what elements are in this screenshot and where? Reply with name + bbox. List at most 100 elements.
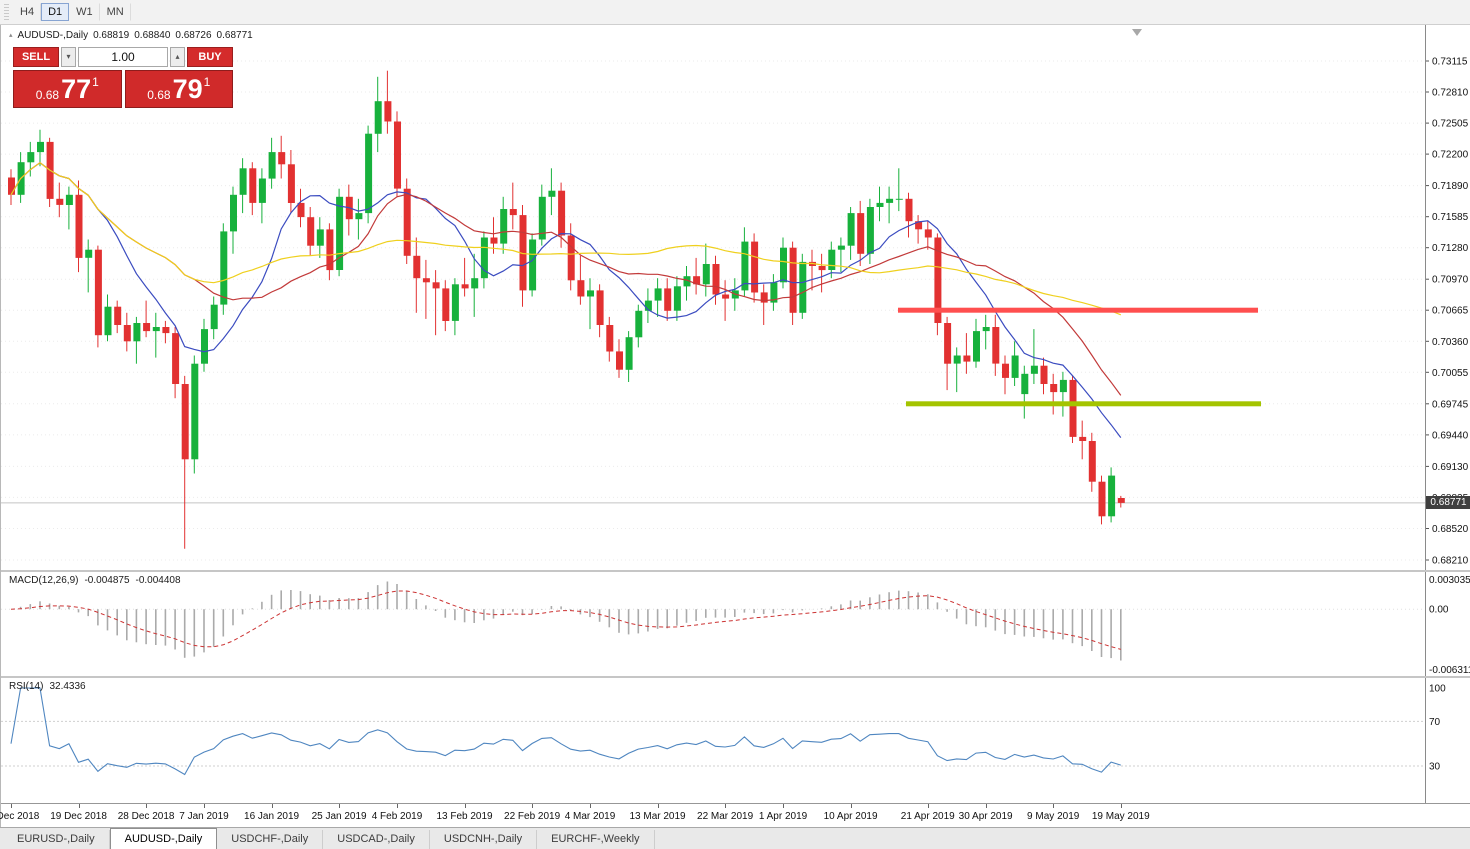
svg-text:0.72810: 0.72810 (1432, 88, 1469, 99)
top-toolbar: H4 D1 W1 MN (0, 0, 1470, 25)
chart-tab-eurchf-weekly[interactable]: EURCHF-,Weekly (537, 830, 655, 849)
timeframe-button-w1[interactable]: W1 (69, 3, 100, 21)
macd-header: MACD(12,26,9) -0.004875 -0.004408 (9, 575, 181, 586)
svg-text:0.70665: 0.70665 (1432, 306, 1469, 317)
time-axis-label: 21 Apr 2019 (900, 811, 955, 822)
time-axis-label: 13 Feb 2019 (436, 811, 493, 822)
rsi-canvas[interactable]: 100 70 30 (1, 678, 1470, 803)
rsi-label: RSI(14) (9, 681, 44, 692)
time-axis-label: 22 Mar 2019 (697, 811, 754, 822)
time-axis-tick (204, 804, 205, 808)
sell-price-prefix: 0.68 (35, 88, 60, 102)
volume-increase-button[interactable]: ▴ (170, 47, 185, 67)
volume-decrease-button[interactable]: ▾ (61, 47, 76, 67)
svg-text:30: 30 (1429, 762, 1441, 773)
current-price-badge: 0.68771 (1426, 496, 1470, 510)
time-axis-tick (725, 804, 727, 808)
price-chart-canvas[interactable]: 0.73115 0.72810 0.72505 0.72200 0.71890 0.715… (1, 25, 1470, 570)
svg-text:100: 100 (1429, 684, 1446, 695)
time-axis-tick (11, 804, 12, 808)
chart-title: ▴ AUDUSD-,Daily 0.68819 0.68840 0.68726 … (9, 30, 253, 41)
macd-label: MACD(12,26,9) (9, 575, 79, 586)
time-axis-label: 4 Feb 2019 (371, 811, 423, 822)
chart-symbol-label: AUDUSD-,Daily (17, 30, 89, 41)
volume-input[interactable] (78, 47, 168, 67)
time-axis-tick (1053, 804, 1055, 808)
svg-text:-0.006311: -0.006311 (1429, 665, 1470, 676)
rsi-header: RSI(14) 32.4336 (9, 681, 86, 692)
time-axis-label: 4 Mar 2019 (564, 811, 616, 822)
svg-text:0.69745: 0.69745 (1432, 399, 1469, 410)
sell-price-pips: 77 (61, 73, 92, 104)
svg-text:0.00: 0.00 (1429, 605, 1449, 616)
svg-text:0.70055: 0.70055 (1432, 368, 1469, 379)
ma-20-line (10, 161, 1122, 396)
support-line[interactable] (906, 401, 1261, 407)
toolbar-grip[interactable] (4, 4, 9, 20)
chart-tab-usdchf-daily[interactable]: USDCHF-,Daily (217, 830, 324, 849)
svg-text:0.003035: 0.003035 (1429, 575, 1470, 586)
time-axis-label: 16 Jan 2019 (244, 811, 300, 822)
spin-down-icon: ▾ (66, 52, 71, 61)
bottom-tab-bar: EURUSD-,Daily AUDUSD-,Daily USDCHF-,Daily U… (0, 827, 1470, 849)
buy-price-prefix: 0.68 (147, 88, 171, 102)
time-axis-label: 10 Dec 2018 (0, 811, 40, 822)
chart-tab-usdcad-daily[interactable]: USDCAD-,Daily (323, 830, 430, 849)
resistance-line[interactable] (898, 307, 1258, 313)
time-axis-tick (78, 804, 80, 808)
macd-signal-line (10, 590, 1121, 650)
macd-value-2: -0.004408 (135, 575, 181, 586)
chart-close-value: 0.68771 (216, 30, 253, 41)
rsi-value: 32.4336 (49, 681, 86, 692)
time-axis-label: 13 Mar 2019 (629, 811, 686, 822)
svg-text:0.73115: 0.73115 (1432, 57, 1468, 68)
macd-canvas[interactable]: 0.003035 0.00 -0.006311 (1, 572, 1470, 676)
time-axis[interactable]: 10 Dec 2018 19 Dec 2018 28 Dec 2018 7 Jan 2… (0, 803, 1470, 827)
svg-text:0.70360: 0.70360 (1432, 337, 1469, 348)
time-axis-tick (532, 804, 534, 808)
svg-text:0.72200: 0.72200 (1432, 150, 1469, 161)
time-axis-label: 19 May 2019 (1091, 811, 1150, 822)
chart-high-value: 0.68840 (134, 30, 171, 41)
time-axis-tick (146, 804, 148, 808)
macd-value-1: -0.004875 (84, 575, 130, 586)
sell-button[interactable]: SELL (13, 47, 59, 67)
price-chart-pane[interactable]: 0.73115 0.72810 0.72505 0.72200 0.71890 0.715… (1, 25, 1470, 570)
rsi-indicator-pane[interactable]: 100 70 30 RSI(14) 32.4336 (1, 676, 1470, 803)
sell-price-point: 1 (92, 75, 99, 89)
svg-text:0.69130: 0.69130 (1432, 462, 1469, 473)
timeframe-button-h4[interactable]: H4 (13, 3, 42, 21)
time-axis-label: 25 Jan 2019 (311, 811, 367, 822)
timeframe-button-mn[interactable]: MN (100, 3, 131, 21)
spin-up-icon: ▴ (175, 52, 180, 61)
time-axis-tick (783, 804, 784, 808)
svg-text:0.68520: 0.68520 (1432, 524, 1469, 535)
time-axis-tick (657, 804, 659, 808)
chart-open-value: 0.68819 (93, 30, 130, 41)
svg-text:0.71585: 0.71585 (1432, 212, 1469, 223)
time-axis-tick (927, 804, 929, 808)
time-axis-label: 7 Jan 2019 (179, 811, 229, 822)
macd-indicator-pane[interactable]: 0.003035 0.00 -0.006311 MACD(12,26,9) -0.0… (1, 570, 1470, 676)
ma-10-line (10, 161, 1122, 438)
svg-text:0.72505: 0.72505 (1432, 119, 1469, 130)
time-axis-label: 22 Feb 2019 (504, 811, 561, 822)
time-axis-tick (464, 804, 466, 808)
chart-tab-eurusd-daily[interactable]: EURUSD-,Daily (3, 830, 110, 849)
time-axis-label: 1 Apr 2019 (758, 811, 808, 822)
time-axis-label: 30 Apr 2019 (958, 811, 1013, 822)
chart-window: 0.73115 0.72810 0.72505 0.72200 0.71890 0.715… (0, 25, 1470, 827)
chart-tab-audusd-daily[interactable]: AUDUSD-,Daily (109, 828, 218, 849)
timeframe-button-d1[interactable]: D1 (41, 3, 70, 21)
buy-button[interactable]: BUY (187, 47, 233, 67)
chart-tab-usdcnh-daily[interactable]: USDCNH-,Daily (430, 830, 538, 849)
buy-price-pips: 79 (172, 73, 203, 104)
buy-price-point: 1 (203, 75, 211, 89)
sell-price-button[interactable]: 0.68 77 1 (13, 70, 122, 108)
chart-marker-icon: ▴ (9, 32, 13, 39)
one-click-trade-panel: SELL ▾ ▴ BUY 0.68 77 1 (13, 47, 233, 108)
time-axis-label: 28 Dec 2018 (117, 811, 175, 822)
buy-price-button[interactable]: 0.68 79 1 (124, 70, 233, 108)
time-axis-tick (1120, 804, 1122, 808)
time-axis-label: 19 Dec 2018 (50, 811, 107, 822)
